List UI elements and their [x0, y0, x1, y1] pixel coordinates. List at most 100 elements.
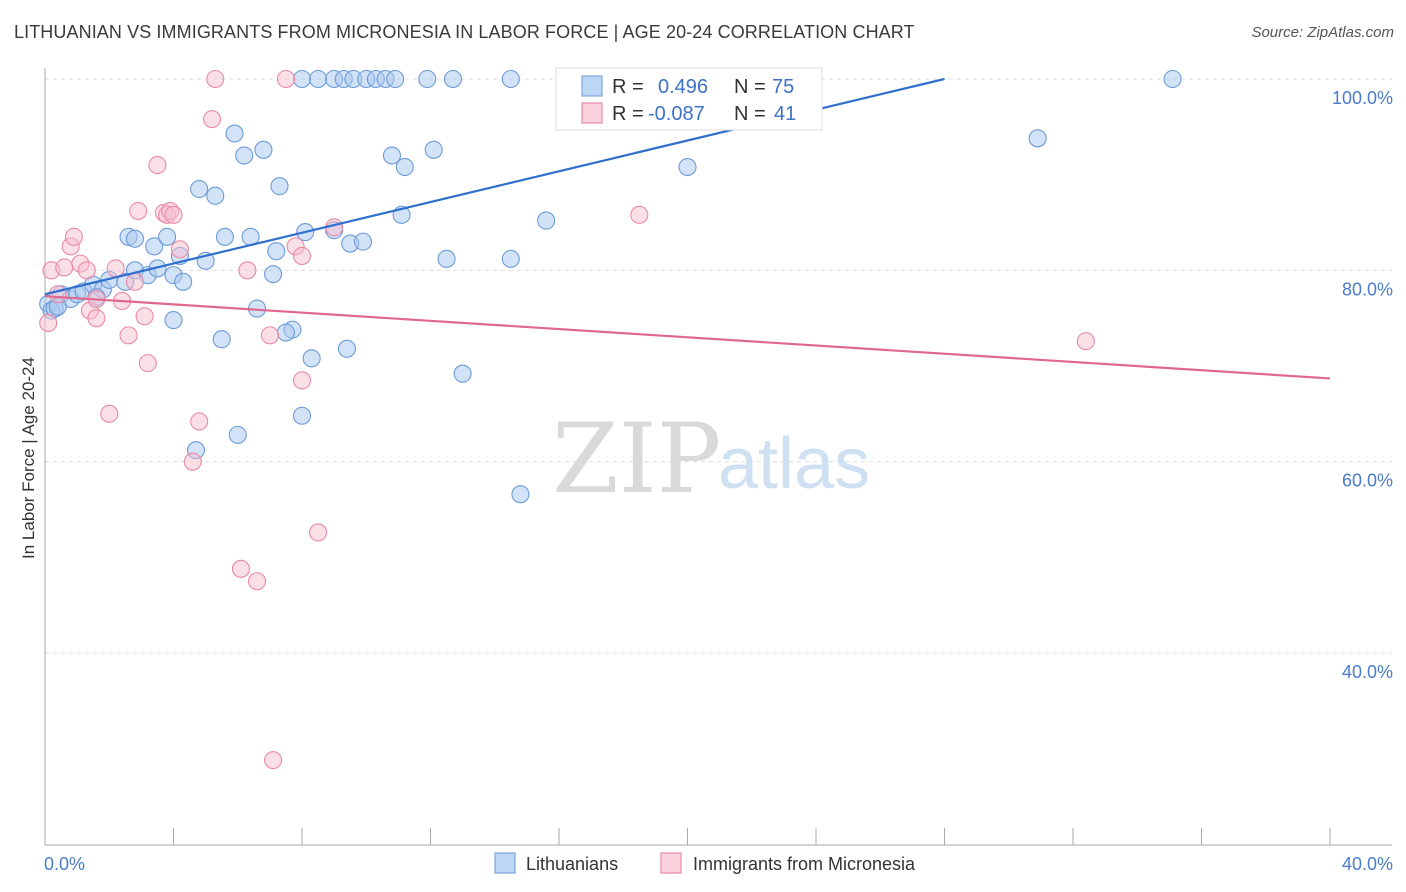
data-point: [437, 249, 456, 268]
x-tick-label: 0.0%: [44, 854, 85, 874]
data-point: [231, 559, 251, 578]
axes: [44, 68, 1392, 846]
data-point: [164, 205, 183, 224]
data-point: [395, 157, 414, 177]
data-point: [145, 237, 164, 256]
stats-n-value-1: 75: [772, 76, 794, 98]
stats-r-label-1: R =: [612, 76, 644, 98]
stats-legend-box: R = 0.496 N = 75 R = -0.087 N = 41: [555, 67, 823, 131]
stats-n-value-2: 41: [774, 103, 796, 125]
stats-swatch-micronesia: [581, 102, 603, 124]
data-point: [501, 249, 520, 268]
y-tick-label: 100.0%: [1332, 88, 1393, 108]
data-point: [125, 272, 144, 291]
stats-r-value-2: -0.087: [648, 103, 705, 125]
data-point: [190, 179, 209, 199]
x-tick-label: 40.0%: [1342, 854, 1393, 874]
data-point: [254, 140, 273, 159]
watermark: ZIP atlas: [552, 403, 870, 515]
data-point: [418, 69, 437, 89]
data-point: [264, 751, 283, 770]
data-point: [247, 572, 267, 591]
data-point: [119, 326, 138, 345]
data-point: [129, 201, 148, 221]
data-point: [100, 404, 119, 423]
data-point: [87, 309, 106, 328]
chart-legend: Lithuanians Immigrants from Micronesia: [494, 852, 916, 874]
data-point: [138, 354, 157, 373]
data-point: [292, 371, 312, 390]
data-point: [55, 258, 74, 277]
chart-title: LITHUANIAN VS IMMIGRANTS FROM MICRONESIA…: [14, 22, 915, 42]
data-point: [1076, 332, 1095, 351]
data-point: [292, 406, 312, 425]
data-point: [106, 259, 125, 278]
data-point: [270, 177, 289, 196]
data-point: [353, 232, 373, 251]
data-point: [212, 330, 231, 349]
data-point: [228, 425, 247, 444]
data-point: [292, 246, 312, 266]
data-point: [309, 69, 328, 89]
data-point: [48, 285, 67, 304]
data-point: [235, 146, 254, 165]
data-point: [276, 323, 295, 342]
data-point: [203, 110, 222, 129]
data-point: [264, 265, 283, 284]
y-tick-label: 60.0%: [1342, 471, 1393, 491]
x-tick-labels: 0.0% 40.0%: [44, 854, 1393, 874]
data-point: [158, 227, 177, 246]
data-point: [206, 186, 225, 205]
data-point: [267, 242, 286, 261]
data-point: [1163, 69, 1182, 89]
chart-source: Source: ZipAtlas.com: [1251, 24, 1394, 41]
data-point: [453, 364, 472, 383]
stats-r-label-2: R =: [612, 103, 644, 125]
data-point: [443, 69, 463, 89]
stats-r-value-1: 0.496: [658, 76, 708, 98]
data-point: [225, 124, 244, 143]
data-point: [501, 69, 520, 89]
y-tick-label: 40.0%: [1342, 662, 1393, 682]
data-point: [1028, 129, 1047, 148]
y-axis-label: In Labor Force | Age 20-24: [19, 357, 38, 559]
legend-swatch-lithuanians: [494, 852, 516, 874]
data-point: [382, 146, 402, 165]
data-point: [386, 69, 405, 89]
data-point: [678, 157, 697, 177]
y-tick-label: 80.0%: [1342, 279, 1393, 299]
data-point: [77, 261, 96, 280]
data-point: [337, 339, 357, 358]
data-point: [190, 412, 209, 431]
data-point: [215, 227, 234, 246]
data-point: [170, 240, 189, 259]
legend-label-micronesia: Immigrants from Micronesia: [693, 854, 916, 874]
stats-n-label-2: N =: [734, 103, 766, 125]
data-point: [206, 69, 225, 89]
legend-swatch-micronesia: [660, 852, 682, 874]
watermark-atlas: atlas: [718, 424, 870, 504]
stats-n-label-1: N =: [734, 76, 766, 98]
data-point: [125, 229, 144, 248]
stats-swatch-lithuanians: [581, 75, 603, 97]
data-point: [511, 485, 530, 504]
data-point: [183, 452, 202, 471]
data-point: [630, 205, 649, 224]
data-point: [148, 156, 167, 175]
data-point: [292, 69, 312, 89]
data-point: [135, 307, 154, 326]
data-point: [238, 261, 257, 280]
data-point: [64, 227, 83, 246]
data-point: [309, 523, 328, 542]
data-point: [260, 326, 279, 345]
data-point: [424, 140, 443, 159]
legend-label-lithuanians: Lithuanians: [526, 854, 618, 874]
data-point: [174, 272, 193, 291]
trend-line-micronesia: [44, 295, 1331, 380]
data-point: [164, 311, 183, 330]
data-point: [276, 69, 295, 89]
data-point: [302, 349, 321, 368]
watermark-zip: ZIP: [552, 403, 721, 515]
data-point: [39, 313, 58, 333]
